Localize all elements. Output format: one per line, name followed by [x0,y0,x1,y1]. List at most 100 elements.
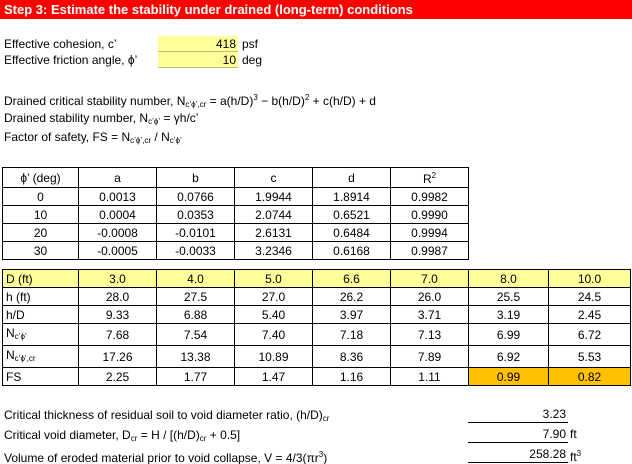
table-cell[interactable]: 17.26 [78,345,157,368]
d-input[interactable]: 8.0 [468,269,549,288]
table-cell[interactable]: 0.0013 [78,187,157,206]
table-row-n: Nc’ϕ’ 7.68 7.54 7.40 7.18 7.13 6.99 6.72 [2,323,631,346]
table-cell[interactable]: 10 [2,205,79,224]
table-cell[interactable]: 0.0766 [156,187,235,206]
table-row: 0 0.0013 0.0766 1.9944 1.8914 0.9982 [2,187,469,206]
table-cell[interactable]: -0.0008 [78,223,157,242]
table-cell[interactable]: 13.38 [156,345,235,368]
table-cell[interactable]: 2.6131 [234,223,313,242]
fs-cell[interactable]: 1.77 [156,367,235,386]
table-cell[interactable]: 3.19 [468,305,549,324]
table-row: 30 -0.0005 -0.0033 3.2346 0.6168 0.9987 [2,241,469,260]
cohesion-label: Effective cohesion, c’ [4,37,117,51]
eroded-volume-value: 258.28 [468,445,568,463]
cohesion-unit: psf [242,37,259,51]
table-cell[interactable]: 28.0 [78,287,157,306]
table-cell[interactable]: 25.5 [468,287,549,306]
table-cell[interactable]: 0.9990 [390,205,469,224]
table-cell[interactable]: 2.0744 [234,205,313,224]
table-cell[interactable]: 24.5 [548,287,631,306]
table-cell[interactable]: 0.9987 [390,241,469,260]
d-input[interactable]: 7.0 [390,269,469,288]
table-cell[interactable]: 7.40 [234,323,313,346]
fs-cell-failed[interactable]: 0.82 [548,367,631,386]
critical-stability-equation: Drained critical stability number, Nc’ϕ’… [4,93,376,109]
table-cell[interactable]: 27.5 [156,287,235,306]
fs-cell[interactable]: 1.11 [390,367,469,386]
d-input[interactable]: 4.0 [156,269,235,288]
table-cell[interactable]: 0 [2,187,79,206]
table-cell[interactable]: 26.0 [390,287,469,306]
table-cell[interactable]: -0.0005 [78,241,157,260]
table-cell[interactable]: 1.9944 [234,187,313,206]
table-cell[interactable]: 6.99 [468,323,549,346]
table-cell[interactable]: 5.53 [548,345,631,368]
d-input[interactable]: 10.0 [548,269,631,288]
table-cell[interactable]: 2.45 [548,305,631,324]
table-cell[interactable]: 3.71 [390,305,469,324]
friction-label: Effective friction angle, ϕ’ [4,53,138,67]
table-cell[interactable]: 3.97 [312,305,391,324]
table-cell[interactable]: -0.0101 [156,223,235,242]
table-cell[interactable]: 0.6168 [312,241,391,260]
coef-header-b: b [156,167,235,188]
table-cell[interactable]: 0.6484 [312,223,391,242]
friction-unit: deg [242,53,263,67]
table-cell[interactable]: 0.9982 [390,187,469,206]
critical-diameter-unit: ft [570,427,577,441]
table-row: 10 0.0004 0.0353 2.0744 0.6521 0.9990 [2,205,469,224]
table-row-d: D (ft) 3.0 4.0 5.0 6.6 7.0 8.0 10.0 [2,269,631,288]
table-cell[interactable]: 0.6521 [312,205,391,224]
critical-ratio-value: 3.23 [468,405,568,423]
friction-input[interactable]: 10 [158,52,238,68]
d-input[interactable]: 3.0 [78,269,157,288]
table-cell[interactable]: 0.0004 [78,205,157,224]
table-row-h: h (ft) 28.0 27.5 27.0 26.2 26.0 25.5 24.… [2,287,631,306]
critical-ratio-label: Critical thickness of residual soil to v… [4,408,330,423]
table-cell[interactable]: 7.54 [156,323,235,346]
table-cell[interactable]: 10.89 [234,345,313,368]
fs-cell[interactable]: 1.47 [234,367,313,386]
fs-cell-failed[interactable]: 0.99 [468,367,549,386]
table-cell[interactable]: 26.2 [312,287,391,306]
table-row-hd: h/D 9.33 6.88 5.40 3.97 3.71 3.19 2.45 [2,305,631,324]
calculation-table: D (ft) 3.0 4.0 5.0 6.6 7.0 8.0 10.0 h (f… [2,269,631,386]
table-cell[interactable]: 5.40 [234,305,313,324]
table-cell[interactable]: 7.89 [390,345,469,368]
table-cell[interactable]: 6.72 [548,323,631,346]
step-banner: Step 3: Estimate the stability under dra… [0,0,632,19]
table-cell[interactable]: 7.13 [390,323,469,346]
critical-diameter-label: Critical void diameter, Dcr = H / [(h/D)… [4,428,241,443]
row-label-hd: h/D [2,305,79,324]
fs-cell[interactable]: 1.16 [312,367,391,386]
factor-of-safety-equation: Factor of safety, FS = Nc’ϕ’,cr / Nc’ϕ’ [4,130,182,145]
table-cell[interactable]: 0.0353 [156,205,235,224]
table-cell[interactable]: 9.33 [78,305,157,324]
fs-cell[interactable]: 2.25 [78,367,157,386]
table-cell[interactable]: 7.68 [78,323,157,346]
table-cell[interactable]: 7.18 [312,323,391,346]
d-input[interactable]: 6.6 [312,269,391,288]
eroded-volume-unit: ft3 [570,449,582,464]
table-cell[interactable]: 20 [2,223,79,242]
table-cell[interactable]: 3.2346 [234,241,313,260]
row-label-n: Nc’ϕ’ [2,323,79,346]
coef-header-c: c [234,167,313,188]
table-cell[interactable]: 27.0 [234,287,313,306]
coef-header-phi: ϕ’ (deg) [2,167,79,188]
coefficient-table: ϕ’ (deg) a b c d R2 0 0.0013 0.0766 1.99… [2,167,469,260]
table-cell[interactable]: 30 [2,241,79,260]
table-cell[interactable]: 6.92 [468,345,549,368]
table-cell[interactable]: 0.9994 [390,223,469,242]
cohesion-input[interactable]: 418 [158,36,238,52]
table-row: 20 -0.0008 -0.0101 2.6131 0.6484 0.9994 [2,223,469,242]
critical-diameter-value: 7.90 [468,425,568,443]
table-cell[interactable]: 6.88 [156,305,235,324]
coefficient-header-row: ϕ’ (deg) a b c d R2 [2,167,469,188]
table-cell[interactable]: 1.8914 [312,187,391,206]
table-cell[interactable]: 8.36 [312,345,391,368]
table-cell[interactable]: -0.0033 [156,241,235,260]
d-input[interactable]: 5.0 [234,269,313,288]
drained-stability-equation: Drained stability number, Nc’ϕ’ = γh/c’ [4,111,199,126]
row-label-fs: FS [2,367,79,386]
